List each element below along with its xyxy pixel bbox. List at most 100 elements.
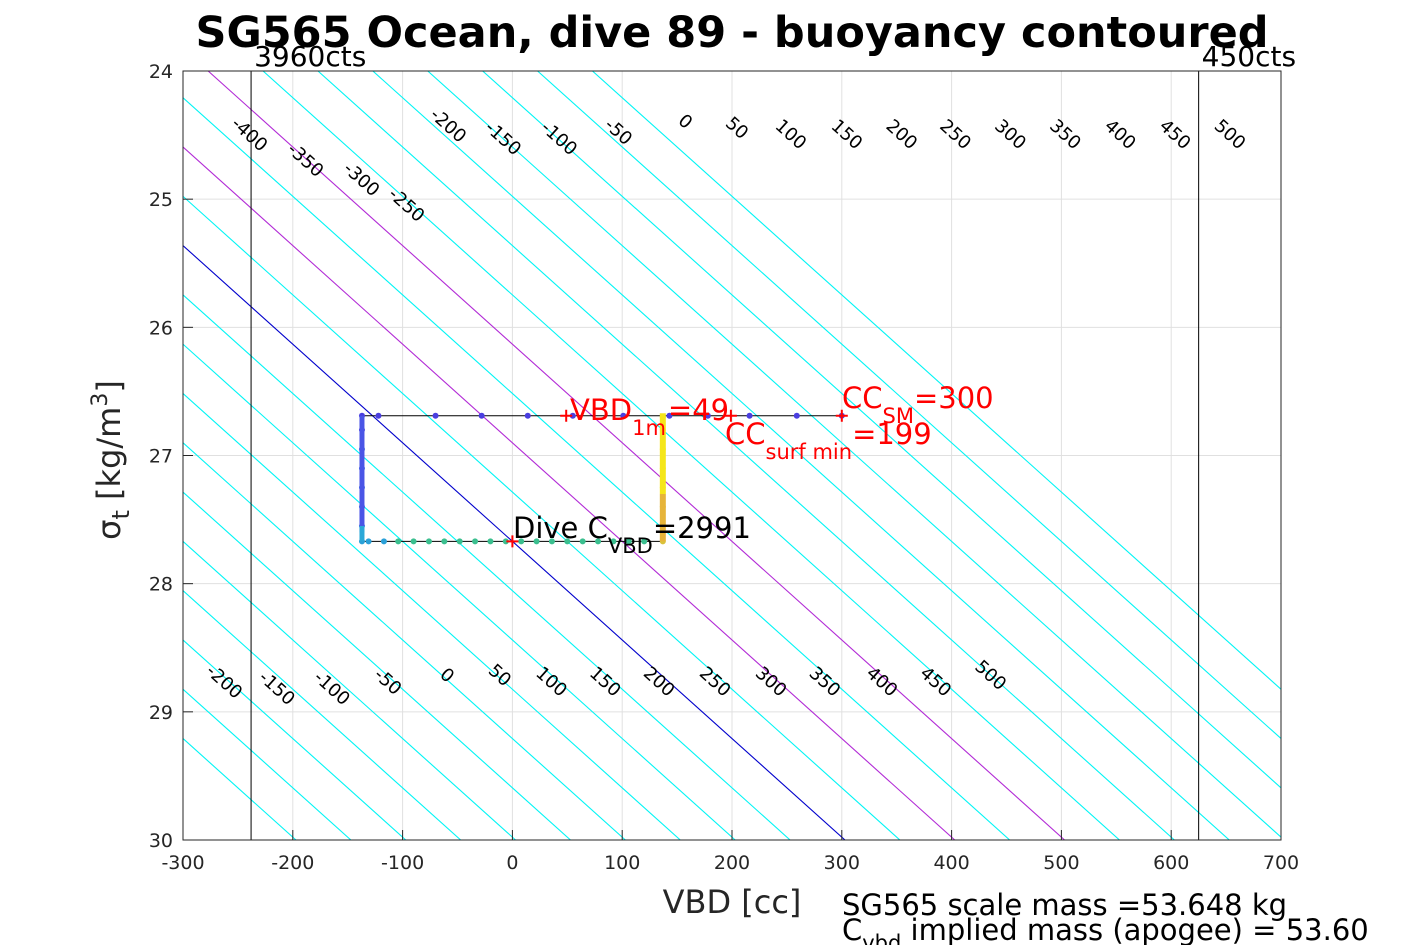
data-point bbox=[441, 538, 448, 545]
contour-label: 200 bbox=[882, 115, 922, 154]
contour-line bbox=[183, 491, 571, 840]
contour-label: 150 bbox=[585, 663, 625, 702]
y-tick-label: 27 bbox=[149, 446, 173, 468]
y-tick-label: 29 bbox=[149, 702, 173, 724]
contour-label: 0 bbox=[674, 110, 697, 133]
contour-line bbox=[183, 442, 626, 840]
contour-label: -200 bbox=[426, 104, 470, 147]
contour-label: 50 bbox=[721, 113, 752, 144]
contour-line bbox=[183, 343, 736, 840]
contour-label: 250 bbox=[695, 663, 735, 702]
contour-line bbox=[372, 71, 1230, 840]
markers bbox=[506, 409, 848, 548]
dive-cvbd-annotation: Dive CVBD=2991 bbox=[513, 511, 751, 558]
data-point bbox=[620, 412, 627, 419]
contour-label: -150 bbox=[254, 667, 298, 710]
contour-line bbox=[262, 71, 1120, 840]
count-limit-label: 3960cts bbox=[254, 40, 366, 73]
x-axis-label: VBD [cc] bbox=[663, 883, 802, 921]
x-tick-label: 400 bbox=[933, 852, 969, 874]
contour-label: 100 bbox=[771, 115, 811, 154]
contour-label: -100 bbox=[309, 667, 353, 710]
y-tick-label: 24 bbox=[149, 61, 173, 83]
y-tick-label: 28 bbox=[149, 574, 173, 596]
data-point bbox=[666, 412, 673, 419]
contour-label: 100 bbox=[531, 663, 571, 702]
contour-line bbox=[183, 540, 516, 840]
data-point bbox=[518, 538, 525, 545]
y-tick-label: 30 bbox=[149, 830, 173, 852]
contour-label: 450 bbox=[1155, 115, 1195, 154]
data-point bbox=[746, 412, 753, 419]
marker-dive-c-vbd bbox=[506, 535, 519, 548]
data-point bbox=[704, 412, 711, 419]
data-point bbox=[432, 412, 439, 419]
contour-label: -150 bbox=[481, 117, 525, 160]
dive-trace bbox=[358, 412, 845, 545]
x-tick-label: 500 bbox=[1043, 852, 1079, 874]
data-point bbox=[380, 538, 387, 545]
data-point bbox=[365, 538, 372, 545]
contour-label: -200 bbox=[202, 661, 246, 704]
cc-surf-min-annotation: CCsurf min=199 bbox=[725, 417, 932, 464]
x-tick-label: 700 bbox=[1263, 852, 1299, 874]
x-tick-label: -300 bbox=[161, 852, 204, 874]
contour-line bbox=[183, 639, 407, 840]
data-point bbox=[502, 538, 509, 545]
contour-label: -250 bbox=[384, 184, 428, 227]
y-axis-ticks: 24 25 26 27 28 29 30 bbox=[149, 61, 193, 852]
contour-line bbox=[183, 392, 681, 840]
contour-label: 350 bbox=[1045, 115, 1085, 154]
contour-line bbox=[317, 71, 1175, 840]
count-limit-label: 450cts bbox=[1202, 40, 1296, 73]
x-axis-ticks: -300 -200 -100 0 100 200 300 400 500 600 700 bbox=[161, 830, 1299, 874]
data-point bbox=[579, 538, 586, 545]
contour-line bbox=[427, 71, 1281, 838]
marker-cc-sm bbox=[835, 409, 848, 422]
data-point bbox=[410, 538, 417, 545]
x-tick-label: -100 bbox=[381, 852, 424, 874]
chart-title: SG565 Ocean, dive 89 - buoyancy contoure… bbox=[195, 8, 1268, 58]
x-tick-label: 0 bbox=[506, 852, 518, 874]
data-point bbox=[487, 538, 494, 545]
data-point bbox=[395, 538, 402, 545]
grid bbox=[182, 70, 1282, 841]
contour-label: 50 bbox=[484, 660, 515, 691]
contour-label: 250 bbox=[935, 115, 975, 154]
x-tick-label: 200 bbox=[714, 852, 750, 874]
x-tick-label: -200 bbox=[271, 852, 314, 874]
y-tick-label: 26 bbox=[149, 317, 173, 339]
contour-label: 500 bbox=[1210, 115, 1250, 154]
scale-mass-text: SG565 scale mass =53.648 kg bbox=[842, 888, 1287, 922]
implied-mass-text: Cvbd implied mass (apogee) = 53.60 bbox=[842, 913, 1369, 945]
contour-label: 400 bbox=[862, 663, 902, 702]
y-axis-label: σt [kg/m3] bbox=[88, 380, 135, 540]
data-point bbox=[793, 412, 800, 419]
contour-label: 450 bbox=[916, 663, 956, 702]
data-point bbox=[425, 538, 432, 545]
contour-line bbox=[482, 71, 1281, 789]
contour-label: 350 bbox=[805, 663, 845, 702]
data-point bbox=[564, 538, 571, 545]
data-point bbox=[569, 412, 576, 419]
vbd-1m-annotation: VBD1m=49 bbox=[570, 393, 729, 440]
contour-line bbox=[183, 244, 846, 840]
contour-label: -50 bbox=[370, 664, 406, 699]
contour-line bbox=[183, 688, 352, 840]
contour-label: 300 bbox=[990, 115, 1030, 154]
contour-line bbox=[183, 96, 1011, 840]
contour-line bbox=[537, 71, 1281, 740]
contour-label: 400 bbox=[1100, 115, 1140, 154]
x-tick-label: 600 bbox=[1153, 852, 1189, 874]
data-point bbox=[610, 538, 617, 545]
marker-cc-surf-min bbox=[724, 409, 737, 422]
contour-line bbox=[183, 589, 462, 840]
contour-line bbox=[183, 146, 956, 840]
data-point bbox=[478, 412, 485, 419]
data-point bbox=[456, 538, 463, 545]
data-point bbox=[472, 538, 479, 545]
contour-label: 300 bbox=[751, 663, 791, 702]
contour-label: -400 bbox=[227, 113, 271, 156]
contour-label: -350 bbox=[283, 139, 327, 182]
